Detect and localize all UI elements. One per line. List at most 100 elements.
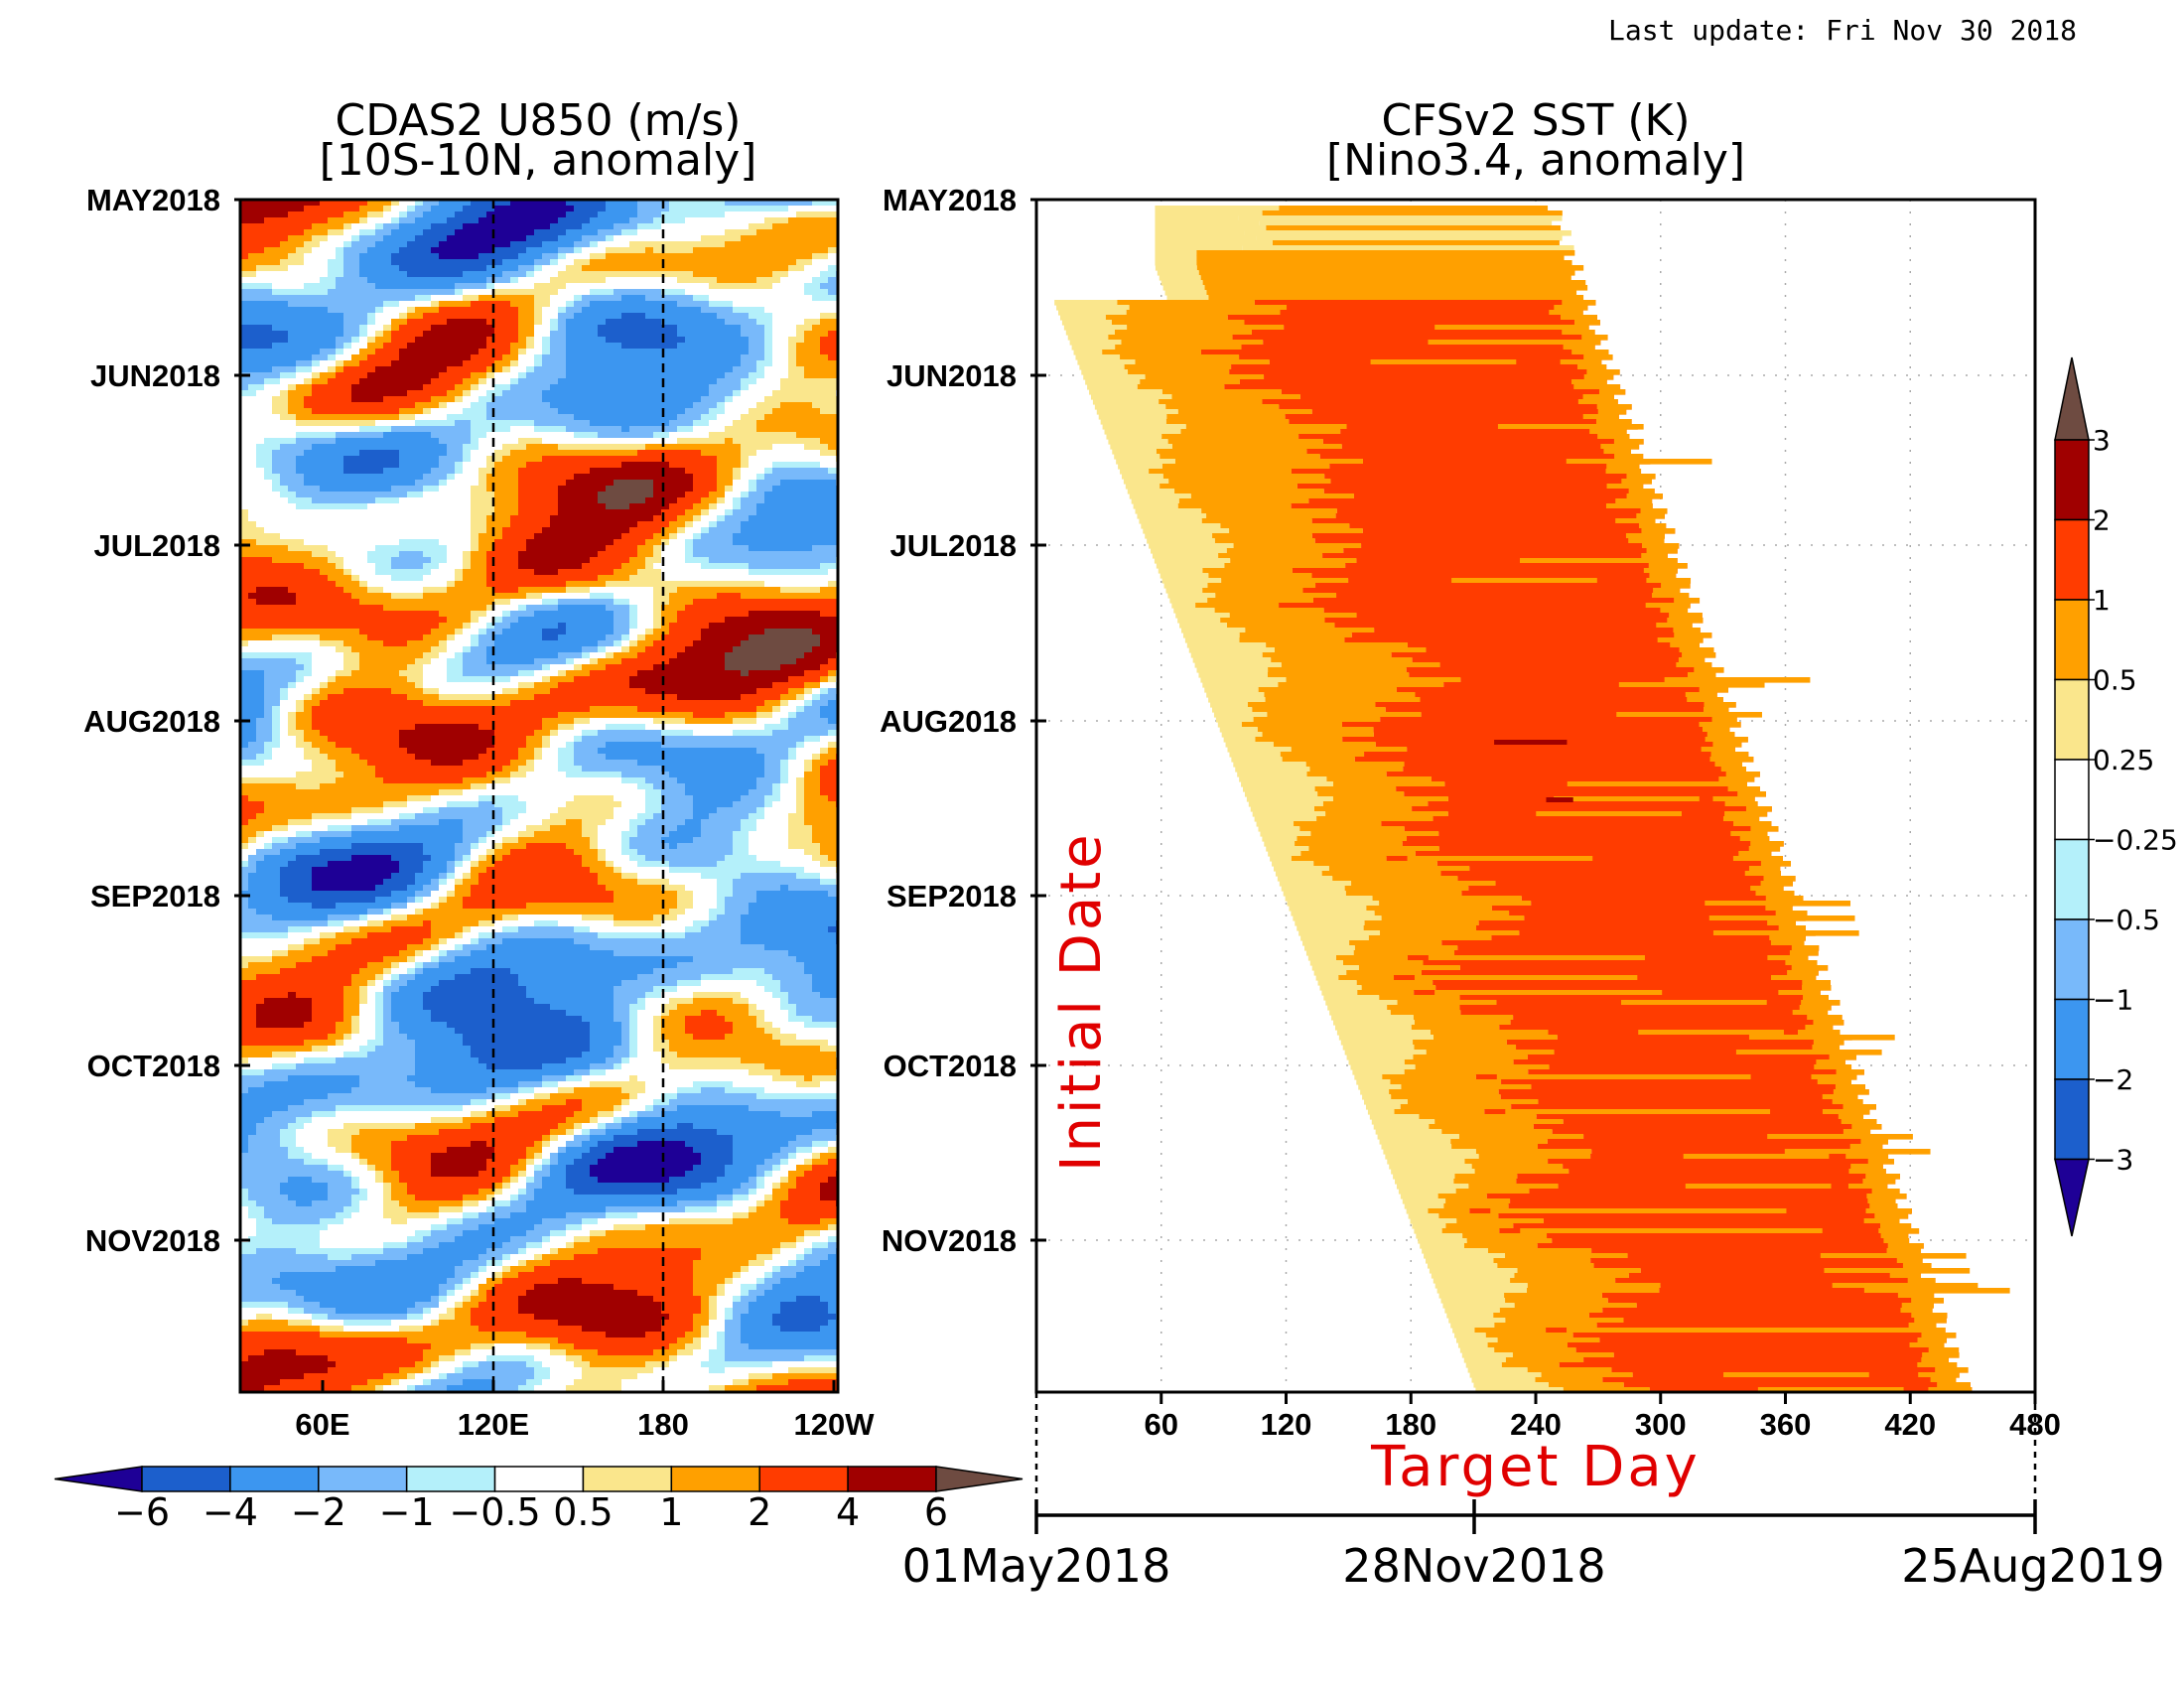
u850-cell (788, 206, 797, 212)
u850-cell (637, 557, 646, 564)
u850-cell (709, 271, 718, 278)
u850-cell (431, 277, 440, 284)
u850-cell (359, 486, 368, 492)
u850-cell (312, 271, 321, 278)
u850-cell (526, 354, 535, 361)
u850-cell (439, 307, 448, 314)
u850-cell (550, 497, 559, 504)
u850-cell (725, 253, 734, 260)
u850-cell (351, 354, 360, 361)
u850-cell (463, 211, 472, 218)
u850-cell (542, 235, 551, 242)
u850-cell (304, 515, 313, 522)
u850-cell (733, 539, 742, 546)
u850-cell (637, 343, 646, 350)
u850-cell (256, 575, 265, 582)
u850-cell (336, 456, 344, 463)
u850-cell (582, 259, 591, 266)
u850-cell (336, 402, 344, 409)
u850-cell (614, 533, 622, 540)
u850-cell (264, 301, 273, 308)
u850-cell (788, 414, 797, 421)
u850-cell (661, 372, 670, 379)
u850-cell (637, 384, 646, 391)
u850-cell (343, 444, 352, 451)
u850-cell (645, 587, 654, 594)
u850-cell (264, 515, 273, 522)
u850-cell (764, 247, 773, 254)
u850-cell (804, 462, 813, 469)
u850-cell (685, 408, 694, 415)
u850-cell (828, 414, 837, 421)
u850-cell (764, 343, 773, 350)
u850-cell (780, 217, 789, 224)
u850-cell (399, 497, 408, 504)
u850-cell (383, 271, 392, 278)
u850-cell (621, 229, 630, 236)
u850-cell (749, 539, 757, 546)
u850-cell (693, 289, 702, 296)
u850-cell (677, 378, 686, 385)
u850-cell (534, 545, 543, 552)
u850-cell (471, 569, 479, 576)
u850-cell (709, 313, 718, 320)
u850-cell (542, 438, 551, 445)
u850-cell (288, 539, 297, 546)
u850-cell (471, 420, 479, 427)
u850-cell (415, 259, 424, 266)
u850-cell (764, 307, 773, 314)
u850-cell (709, 378, 718, 385)
u850-cell (733, 200, 742, 207)
u850-cell (796, 337, 805, 344)
u850-cell (518, 450, 527, 457)
u850-cell (423, 402, 432, 409)
u850-cell (780, 295, 789, 302)
u850-cell (494, 271, 503, 278)
u850-cell (415, 539, 424, 546)
u850-cell (709, 265, 718, 272)
u850-cell (280, 384, 289, 391)
u850-cell (264, 521, 273, 528)
u850-cell (312, 450, 321, 457)
u850-cell (820, 408, 829, 415)
u850-cell (709, 515, 718, 522)
u850-cell (701, 235, 710, 242)
u850-cell (717, 337, 726, 344)
u850-cell (749, 575, 757, 582)
u850-cell (256, 319, 265, 326)
u850-cell (796, 354, 805, 361)
u850-cell (820, 372, 829, 379)
u850-cell (502, 396, 511, 403)
u850-cell (455, 378, 464, 385)
u850-cell (423, 349, 432, 355)
u850-cell (304, 450, 313, 457)
u850-cell (764, 331, 773, 338)
u850-cell (240, 265, 249, 272)
u850-cell (677, 462, 686, 469)
u850-cell (312, 426, 321, 433)
u850-cell (367, 539, 376, 546)
u850-cell (550, 313, 559, 320)
u850-cell (645, 486, 654, 492)
u850-cell (725, 384, 734, 391)
u850-cell (304, 533, 313, 540)
u850-cell (820, 545, 829, 552)
u850-cell (550, 229, 559, 236)
u850-cell (733, 468, 742, 475)
u850-cell (725, 444, 734, 451)
u850-cell (478, 295, 487, 302)
u850-cell (502, 289, 511, 296)
u850-cell (685, 462, 694, 469)
u850-cell (439, 360, 448, 367)
u850-cell (764, 533, 773, 540)
u850-cell (296, 366, 305, 373)
u850-cell (550, 325, 559, 332)
u850-cell (351, 396, 360, 403)
u850-cell (645, 384, 654, 391)
u850-cell (383, 301, 392, 308)
u850-cell (447, 253, 456, 260)
u850-cell (407, 295, 416, 302)
u850-cell (741, 343, 750, 350)
u850-cell (558, 551, 567, 558)
u850-cell (471, 390, 479, 397)
